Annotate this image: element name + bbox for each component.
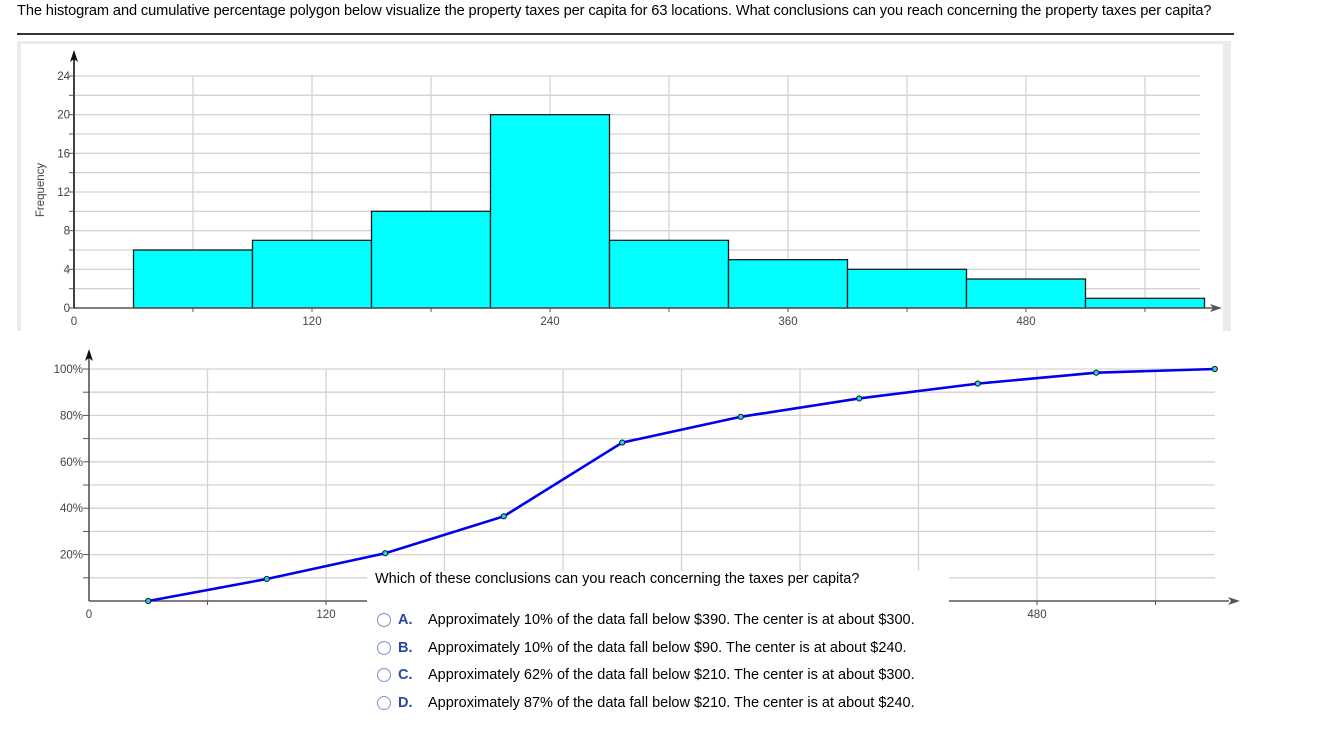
data-point	[382, 550, 389, 557]
histogram-panel	[17, 41, 1231, 331]
option-text: Approximately 10% of the data fall below…	[428, 612, 915, 628]
y-tick-label: 100%	[54, 364, 83, 376]
data-point	[145, 597, 152, 605]
option-letter: D.	[398, 695, 413, 711]
option-text: Approximately 62% of the data fall below…	[428, 667, 915, 683]
polygon-grid	[89, 368, 1215, 601]
option-text: Approximately 10% of the data fall below…	[428, 640, 907, 656]
x-tick-label: 480	[1016, 316, 1035, 328]
y-tick-label: 80%	[60, 410, 83, 422]
y-tick-label: 16	[57, 148, 70, 160]
data-point	[737, 413, 744, 420]
y-axis-label: Frequency	[35, 163, 47, 218]
data-point	[500, 513, 507, 520]
question-box: Which of these conclusions can you reach…	[367, 571, 949, 739]
x-tick-label: 120	[302, 316, 321, 328]
x-tick-label: 480	[1027, 609, 1046, 621]
radio-icon[interactable]	[377, 696, 391, 710]
option-a[interactable]: A. Approximately 10% of the data fall be…	[377, 612, 915, 628]
y-tick-label: 40%	[60, 503, 83, 515]
polygon-line	[145, 365, 1218, 605]
data-point	[974, 380, 981, 387]
option-text: Approximately 87% of the data fall below…	[428, 695, 915, 711]
histogram-bar	[846, 268, 968, 309]
y-tick-label: 24	[57, 71, 70, 83]
data-point	[619, 439, 626, 446]
x-tick-label: 240	[540, 316, 559, 328]
x-tick-label: 0	[86, 609, 92, 621]
data-point	[1211, 365, 1218, 373]
x-tick-label: 120	[316, 609, 335, 621]
polygon-axes: 20% 40% 60% 80% 100% 0 120 480	[54, 349, 1240, 621]
option-letter: C.	[398, 667, 413, 683]
x-axis-arrow-icon	[1228, 597, 1240, 605]
histogram-bars	[132, 114, 1206, 309]
data-point	[856, 395, 863, 402]
y-tick-label: 8	[64, 226, 70, 238]
data-point	[263, 575, 270, 583]
histogram-bar	[965, 278, 1087, 309]
divider	[17, 33, 1234, 35]
radio-icon[interactable]	[377, 613, 391, 627]
y-axis-arrow-icon	[85, 349, 93, 361]
y-tick-label: 12	[57, 187, 70, 199]
option-letter: A.	[398, 612, 413, 628]
histogram-bar	[370, 210, 492, 309]
question-text: Which of these conclusions can you reach…	[375, 571, 860, 587]
option-b[interactable]: B. Approximately 10% of the data fall be…	[377, 640, 907, 656]
y-tick-label: 20	[57, 110, 70, 122]
y-tick-label: 4	[64, 264, 71, 276]
x-tick-label: 0	[71, 316, 77, 328]
histogram-bar	[489, 114, 611, 309]
radio-icon[interactable]	[377, 641, 391, 655]
option-c[interactable]: C. Approximately 62% of the data fall be…	[377, 667, 915, 683]
histogram-bar	[727, 259, 849, 309]
y-tick-label: 60%	[60, 457, 83, 469]
option-letter: B.	[398, 640, 413, 656]
question-prompt: The histogram and cumulative percentage …	[17, 3, 1212, 19]
x-tick-label: 360	[778, 316, 797, 328]
cumulative-line	[148, 367, 1215, 603]
radio-icon[interactable]	[377, 668, 391, 682]
option-d[interactable]: D. Approximately 87% of the data fall be…	[377, 695, 915, 711]
y-tick-label: 0	[64, 303, 70, 315]
histogram-bar	[251, 239, 373, 309]
y-axis-arrow-icon	[70, 50, 78, 62]
x-axis-arrow-icon	[1210, 304, 1222, 312]
y-tick-label: 20%	[60, 550, 83, 562]
data-point	[1093, 369, 1100, 376]
